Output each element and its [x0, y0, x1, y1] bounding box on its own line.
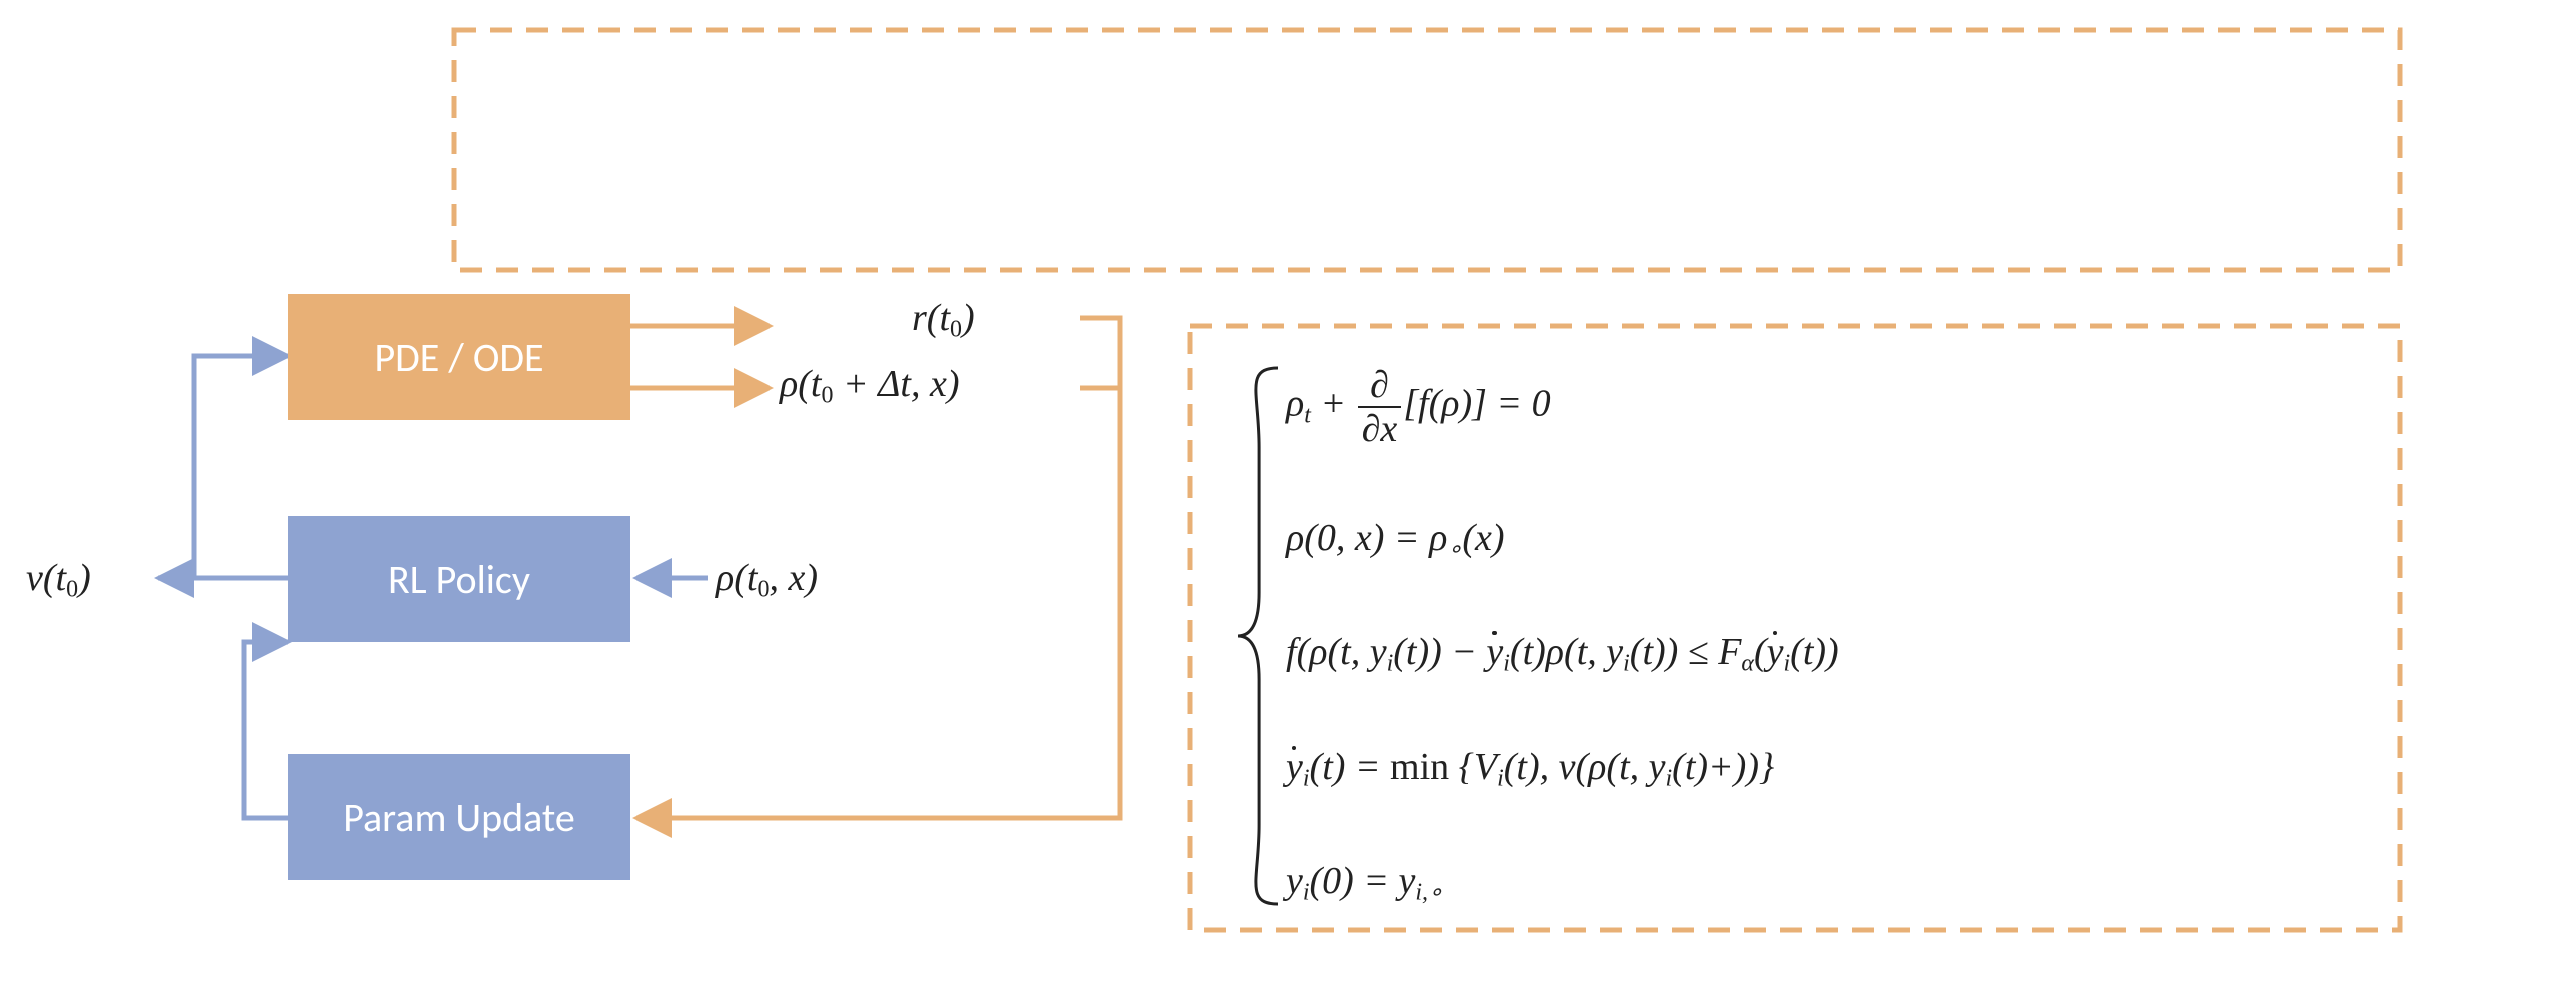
diagram-stage: PDE / ODE RL Policy Param Update v(t0) ρ… [0, 0, 2554, 1002]
equation-line: yi(0) = yi,∘ [1286, 862, 1839, 906]
rl-policy-box: RL Policy [288, 516, 630, 642]
label-rho-next: ρ(t0 + Δt, x) [780, 362, 959, 410]
label-r-t0: r(t0) [912, 296, 975, 344]
equation-lines: ρt + ∂∂x[f(ρ)] = 0 ρ(0, x) = ρ∘(x) f(ρ(t, … [1278, 366, 1839, 906]
param-update-box: Param Update [288, 754, 630, 880]
pde-ode-box: PDE / ODE [288, 294, 630, 420]
equation-line: ρ(0, x) = ρ∘(x) [1286, 519, 1839, 563]
equation-line: yi(t) = min {Vi(t), v(ρ(t, yi(t)+))} [1286, 748, 1839, 792]
equation-system: ρt + ∂∂x[f(ρ)] = 0 ρ(0, x) = ρ∘(x) f(ρ(t, … [1236, 366, 1839, 916]
label-rho-t0-x: ρ(t0, x) [716, 556, 818, 604]
rl-policy-label: RL Policy [388, 555, 530, 604]
equation-line: ρt + ∂∂x[f(ρ)] = 0 [1286, 366, 1839, 448]
param-update-label: Param Update [343, 793, 575, 842]
pde-ode-label: PDE / ODE [375, 333, 544, 382]
brace-icon [1236, 366, 1278, 916]
equation-line: f(ρ(t, yi(t)) − yi(t)ρ(t, yi(t)) ≤ Fα(yi… [1286, 633, 1839, 677]
label-v-t0: v(t0) [26, 556, 91, 604]
